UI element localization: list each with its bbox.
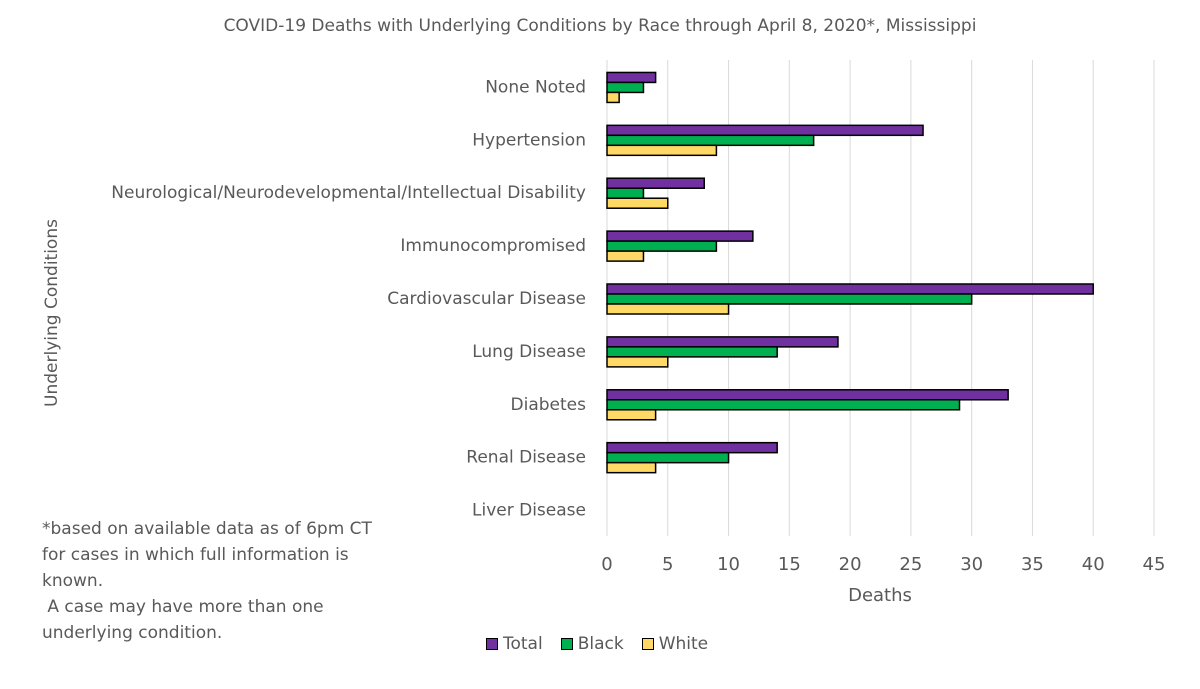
bar-total bbox=[606, 389, 1009, 401]
bar-white bbox=[606, 461, 657, 474]
bar-white bbox=[606, 144, 718, 157]
legend-item-total: Total bbox=[486, 634, 543, 654]
bar-black bbox=[606, 399, 961, 411]
x-tick-label: 45 bbox=[1143, 554, 1166, 575]
category-label: Lung Disease bbox=[472, 342, 586, 362]
category-label: Immunocompromised bbox=[400, 236, 586, 256]
x-tick-labels: 0 5 10 15 20 25 30 35 40 45 bbox=[601, 554, 1165, 575]
category-label: Liver Disease bbox=[472, 501, 586, 521]
footnote-line: known. bbox=[42, 571, 104, 591]
legend-swatch-total bbox=[486, 638, 498, 650]
legend-swatch-black bbox=[560, 638, 573, 650]
bar-total bbox=[606, 230, 754, 242]
bar-total bbox=[606, 124, 924, 137]
bar-black bbox=[606, 293, 973, 305]
x-tick-label: 25 bbox=[899, 554, 922, 575]
bar-total bbox=[606, 441, 778, 454]
x-tick-label: 20 bbox=[839, 554, 862, 575]
bar-black bbox=[606, 240, 718, 252]
category-labels: None Noted Hypertension Neurological/Neuro… bbox=[111, 77, 586, 520]
bar-white bbox=[606, 91, 620, 104]
legend-item-black: Black bbox=[560, 634, 624, 654]
bar-black bbox=[606, 451, 730, 464]
x-axis-label: Deaths bbox=[848, 585, 912, 606]
x-tick-label: 10 bbox=[717, 554, 740, 575]
x-tick-label: 0 bbox=[601, 554, 612, 575]
bar-black bbox=[606, 187, 645, 199]
footnote-line: for cases in which full information is bbox=[42, 545, 349, 565]
x-tick-label: 15 bbox=[778, 554, 801, 575]
category-label: Cardiovascular Disease bbox=[387, 289, 586, 309]
bar-total bbox=[606, 177, 705, 189]
footnote-line: A case may have more than one bbox=[42, 597, 324, 617]
legend-item-white: White bbox=[641, 634, 709, 654]
chart-title: COVID-19 Deaths with Underlying Conditio… bbox=[223, 16, 977, 36]
footnote: *based on available data as of 6pm CT fo… bbox=[42, 516, 422, 646]
legend-label-white: White bbox=[658, 634, 709, 654]
bar-total bbox=[606, 71, 657, 84]
bar-total bbox=[606, 283, 1094, 295]
category-label: None Noted bbox=[485, 77, 586, 97]
x-tick-label: 5 bbox=[662, 554, 673, 575]
bar-black bbox=[606, 134, 815, 147]
bar-white bbox=[606, 409, 657, 421]
bar-total bbox=[606, 336, 839, 348]
category-label: Neurological/Neurodevelopmental/Intellec… bbox=[111, 183, 586, 203]
x-tick-label: 35 bbox=[1021, 554, 1044, 575]
bar-white bbox=[606, 250, 645, 262]
y-axis-label: Underlying Conditions bbox=[42, 219, 62, 407]
legend-swatch-white bbox=[641, 638, 654, 650]
legend: Total Black White bbox=[486, 634, 708, 654]
bars bbox=[606, 71, 1094, 474]
bar-white bbox=[606, 303, 730, 315]
footnote-line: *based on available data as of 6pm CT bbox=[42, 519, 372, 539]
x-tick-label: 40 bbox=[1082, 554, 1105, 575]
bar-black bbox=[606, 346, 778, 358]
x-tick-label: 30 bbox=[960, 554, 983, 575]
legend-label-black: Black bbox=[577, 634, 624, 654]
bar-black bbox=[606, 81, 645, 94]
category-label: Hypertension bbox=[472, 130, 586, 150]
bar-white bbox=[606, 197, 669, 209]
category-label: Diabetes bbox=[511, 395, 587, 415]
bar-white bbox=[606, 356, 669, 368]
category-label: Renal Disease bbox=[466, 448, 586, 468]
footnote-line: underlying condition. bbox=[42, 623, 223, 643]
legend-label-total: Total bbox=[503, 634, 543, 654]
